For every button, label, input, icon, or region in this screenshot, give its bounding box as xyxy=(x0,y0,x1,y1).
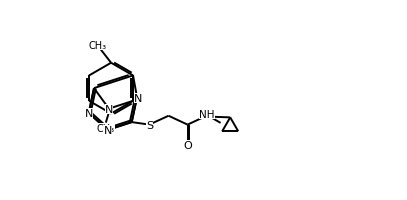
Text: N: N xyxy=(134,93,143,103)
Text: CH₃: CH₃ xyxy=(89,41,107,51)
Text: N: N xyxy=(105,104,113,114)
Text: O: O xyxy=(183,140,192,150)
Text: S: S xyxy=(146,120,153,130)
Text: CH₃: CH₃ xyxy=(97,124,115,133)
Text: N: N xyxy=(85,108,93,118)
Text: N: N xyxy=(103,125,112,135)
Text: NH: NH xyxy=(199,109,215,119)
